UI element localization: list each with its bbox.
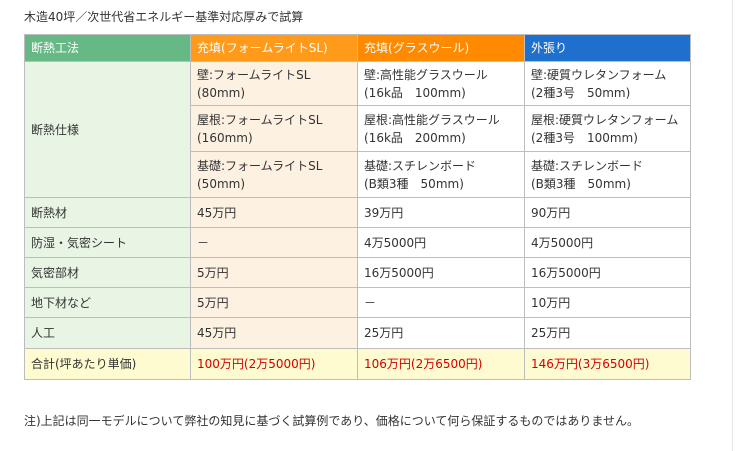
spec-cell-line: (16k品 100mm) bbox=[364, 85, 466, 100]
spec-cell: 基礎:フォームライトSL (50mm) bbox=[190, 151, 358, 198]
spec-cell: 基礎:スチレンボード (B類3種 50mm) bbox=[524, 151, 691, 198]
page-right-border bbox=[732, 0, 733, 451]
cost-row-base-materials: 地下材など 5万円 － 10万円 bbox=[24, 287, 691, 318]
cost-cell: 25万円 bbox=[357, 317, 525, 349]
cost-row-insulation: 断熱材 45万円 39万円 90万円 bbox=[24, 197, 691, 228]
cost-label: 地下材など bbox=[24, 287, 191, 318]
header-col-exterior: 外張り bbox=[524, 34, 691, 62]
cost-cell: 25万円 bbox=[524, 317, 691, 349]
total-cell: 100万円(2万5000円) bbox=[190, 348, 358, 380]
spec-cell-line: 屋根:高性能グラスウール bbox=[364, 112, 500, 127]
header-col-foamlite: 充填(フォームライトSL) bbox=[190, 34, 358, 62]
cost-cell: 10万円 bbox=[524, 287, 691, 318]
header-col-glasswool: 充填(グラスウール) bbox=[357, 34, 525, 62]
spec-cell-line: 屋根:フォームライトSL bbox=[197, 112, 323, 127]
cost-label: 断熱材 bbox=[24, 197, 191, 228]
cost-row-airtight-parts: 気密部材 5万円 16万5000円 16万5000円 bbox=[24, 257, 691, 288]
spec-cell-line: (B類3種 50mm) bbox=[531, 176, 631, 191]
cost-cell: 5万円 bbox=[190, 287, 358, 318]
spec-cell: 壁:フォームライトSL (80mm) bbox=[190, 61, 358, 106]
cost-cell: 90万円 bbox=[524, 197, 691, 228]
cost-row-labor: 人工 45万円 25万円 25万円 bbox=[24, 317, 691, 349]
cost-cell: 5万円 bbox=[190, 257, 358, 288]
cost-cell: 4万5000円 bbox=[524, 227, 691, 258]
spec-cell-line: 屋根:硬質ウレタンフォーム bbox=[531, 112, 679, 127]
spec-row-wall: 断熱仕様 壁:フォームライトSL (80mm) 壁:高性能グラスウール (16k品 … bbox=[24, 61, 691, 198]
spec-cell: 壁:高性能グラスウール (16k品 100mm) bbox=[357, 61, 525, 106]
spec-cell-line: (80mm) bbox=[197, 85, 246, 100]
cost-cell: 16万5000円 bbox=[524, 257, 691, 288]
spec-cell-line: 壁:高性能グラスウール bbox=[364, 67, 488, 82]
spec-label: 断熱仕様 bbox=[24, 61, 191, 198]
total-label: 合計(坪あたり単価) bbox=[24, 348, 191, 380]
spec-cell-line: (B類3種 50mm) bbox=[364, 176, 464, 191]
spec-cell: 壁:硬質ウレタンフォーム (2種3号 50mm) bbox=[524, 61, 691, 106]
spec-cell-line: 基礎:フォームライトSL bbox=[197, 158, 323, 173]
cost-label: 防湿・気密シート bbox=[24, 227, 191, 258]
spec-cell: 屋根:フォームライトSL (160mm) bbox=[190, 105, 358, 152]
total-cell: 146万円(3万6500円) bbox=[524, 348, 691, 380]
spec-row-foundation: 基礎:フォームライトSL (50mm) 基礎:スチレンボード (B類3種 50mm)… bbox=[25, 151, 691, 198]
spec-cell: 基礎:スチレンボード (B類3種 50mm) bbox=[357, 151, 525, 198]
spec-cell: 屋根:硬質ウレタンフォーム (2種3号 100mm) bbox=[524, 105, 691, 152]
spec-cell-line: (2種3号 50mm) bbox=[531, 85, 631, 100]
disclaimer-note: 注)上記は同一モデルについて弊社の知見に基づく試算例であり、価格について何ら保証… bbox=[24, 414, 640, 428]
cost-cell: － bbox=[190, 227, 358, 258]
insulation-cost-table: 断熱工法 充填(フォームライトSL) 充填(グラスウール) 外張り 断熱仕様 壁… bbox=[24, 34, 691, 380]
cost-row-vapor-sheet: 防湿・気密シート － 4万5000円 4万5000円 bbox=[24, 227, 691, 258]
spec-row-roof: 屋根:フォームライトSL (160mm) 屋根:高性能グラスウール (16k品 20… bbox=[25, 105, 691, 152]
spec-cell: 屋根:高性能グラスウール (16k品 200mm) bbox=[357, 105, 525, 152]
cost-cell: － bbox=[357, 287, 525, 318]
cost-label: 気密部材 bbox=[24, 257, 191, 288]
cost-label: 人工 bbox=[24, 317, 191, 349]
header-row: 断熱工法 充填(フォームライトSL) 充填(グラスウール) 外張り bbox=[24, 34, 691, 62]
cost-cell: 39万円 bbox=[357, 197, 525, 228]
header-method: 断熱工法 bbox=[24, 34, 191, 62]
spec-cell-line: 壁:フォームライトSL bbox=[197, 67, 311, 82]
total-cell: 106万円(2万6500円) bbox=[357, 348, 525, 380]
spec-cell-line: 壁:硬質ウレタンフォーム bbox=[531, 67, 667, 82]
cost-cell: 4万5000円 bbox=[357, 227, 525, 258]
cost-cell: 16万5000円 bbox=[357, 257, 525, 288]
spec-cell-line: 基礎:スチレンボード bbox=[531, 158, 644, 173]
spec-cell-line: (16k品 200mm) bbox=[364, 130, 466, 145]
spec-cell-line: 基礎:スチレンボード bbox=[364, 158, 477, 173]
spec-cell-line: (2種3号 100mm) bbox=[531, 130, 638, 145]
table-caption: 木造40坪／次世代省エネルギー基準対応厚みで試算 bbox=[24, 10, 304, 24]
spec-cell-line: (50mm) bbox=[197, 176, 246, 191]
total-row: 合計(坪あたり単価) 100万円(2万5000円) 106万円(2万6500円)… bbox=[24, 348, 691, 380]
spec-cell-line: (160mm) bbox=[197, 130, 253, 145]
cost-cell: 45万円 bbox=[190, 317, 358, 349]
cost-cell: 45万円 bbox=[190, 197, 358, 228]
